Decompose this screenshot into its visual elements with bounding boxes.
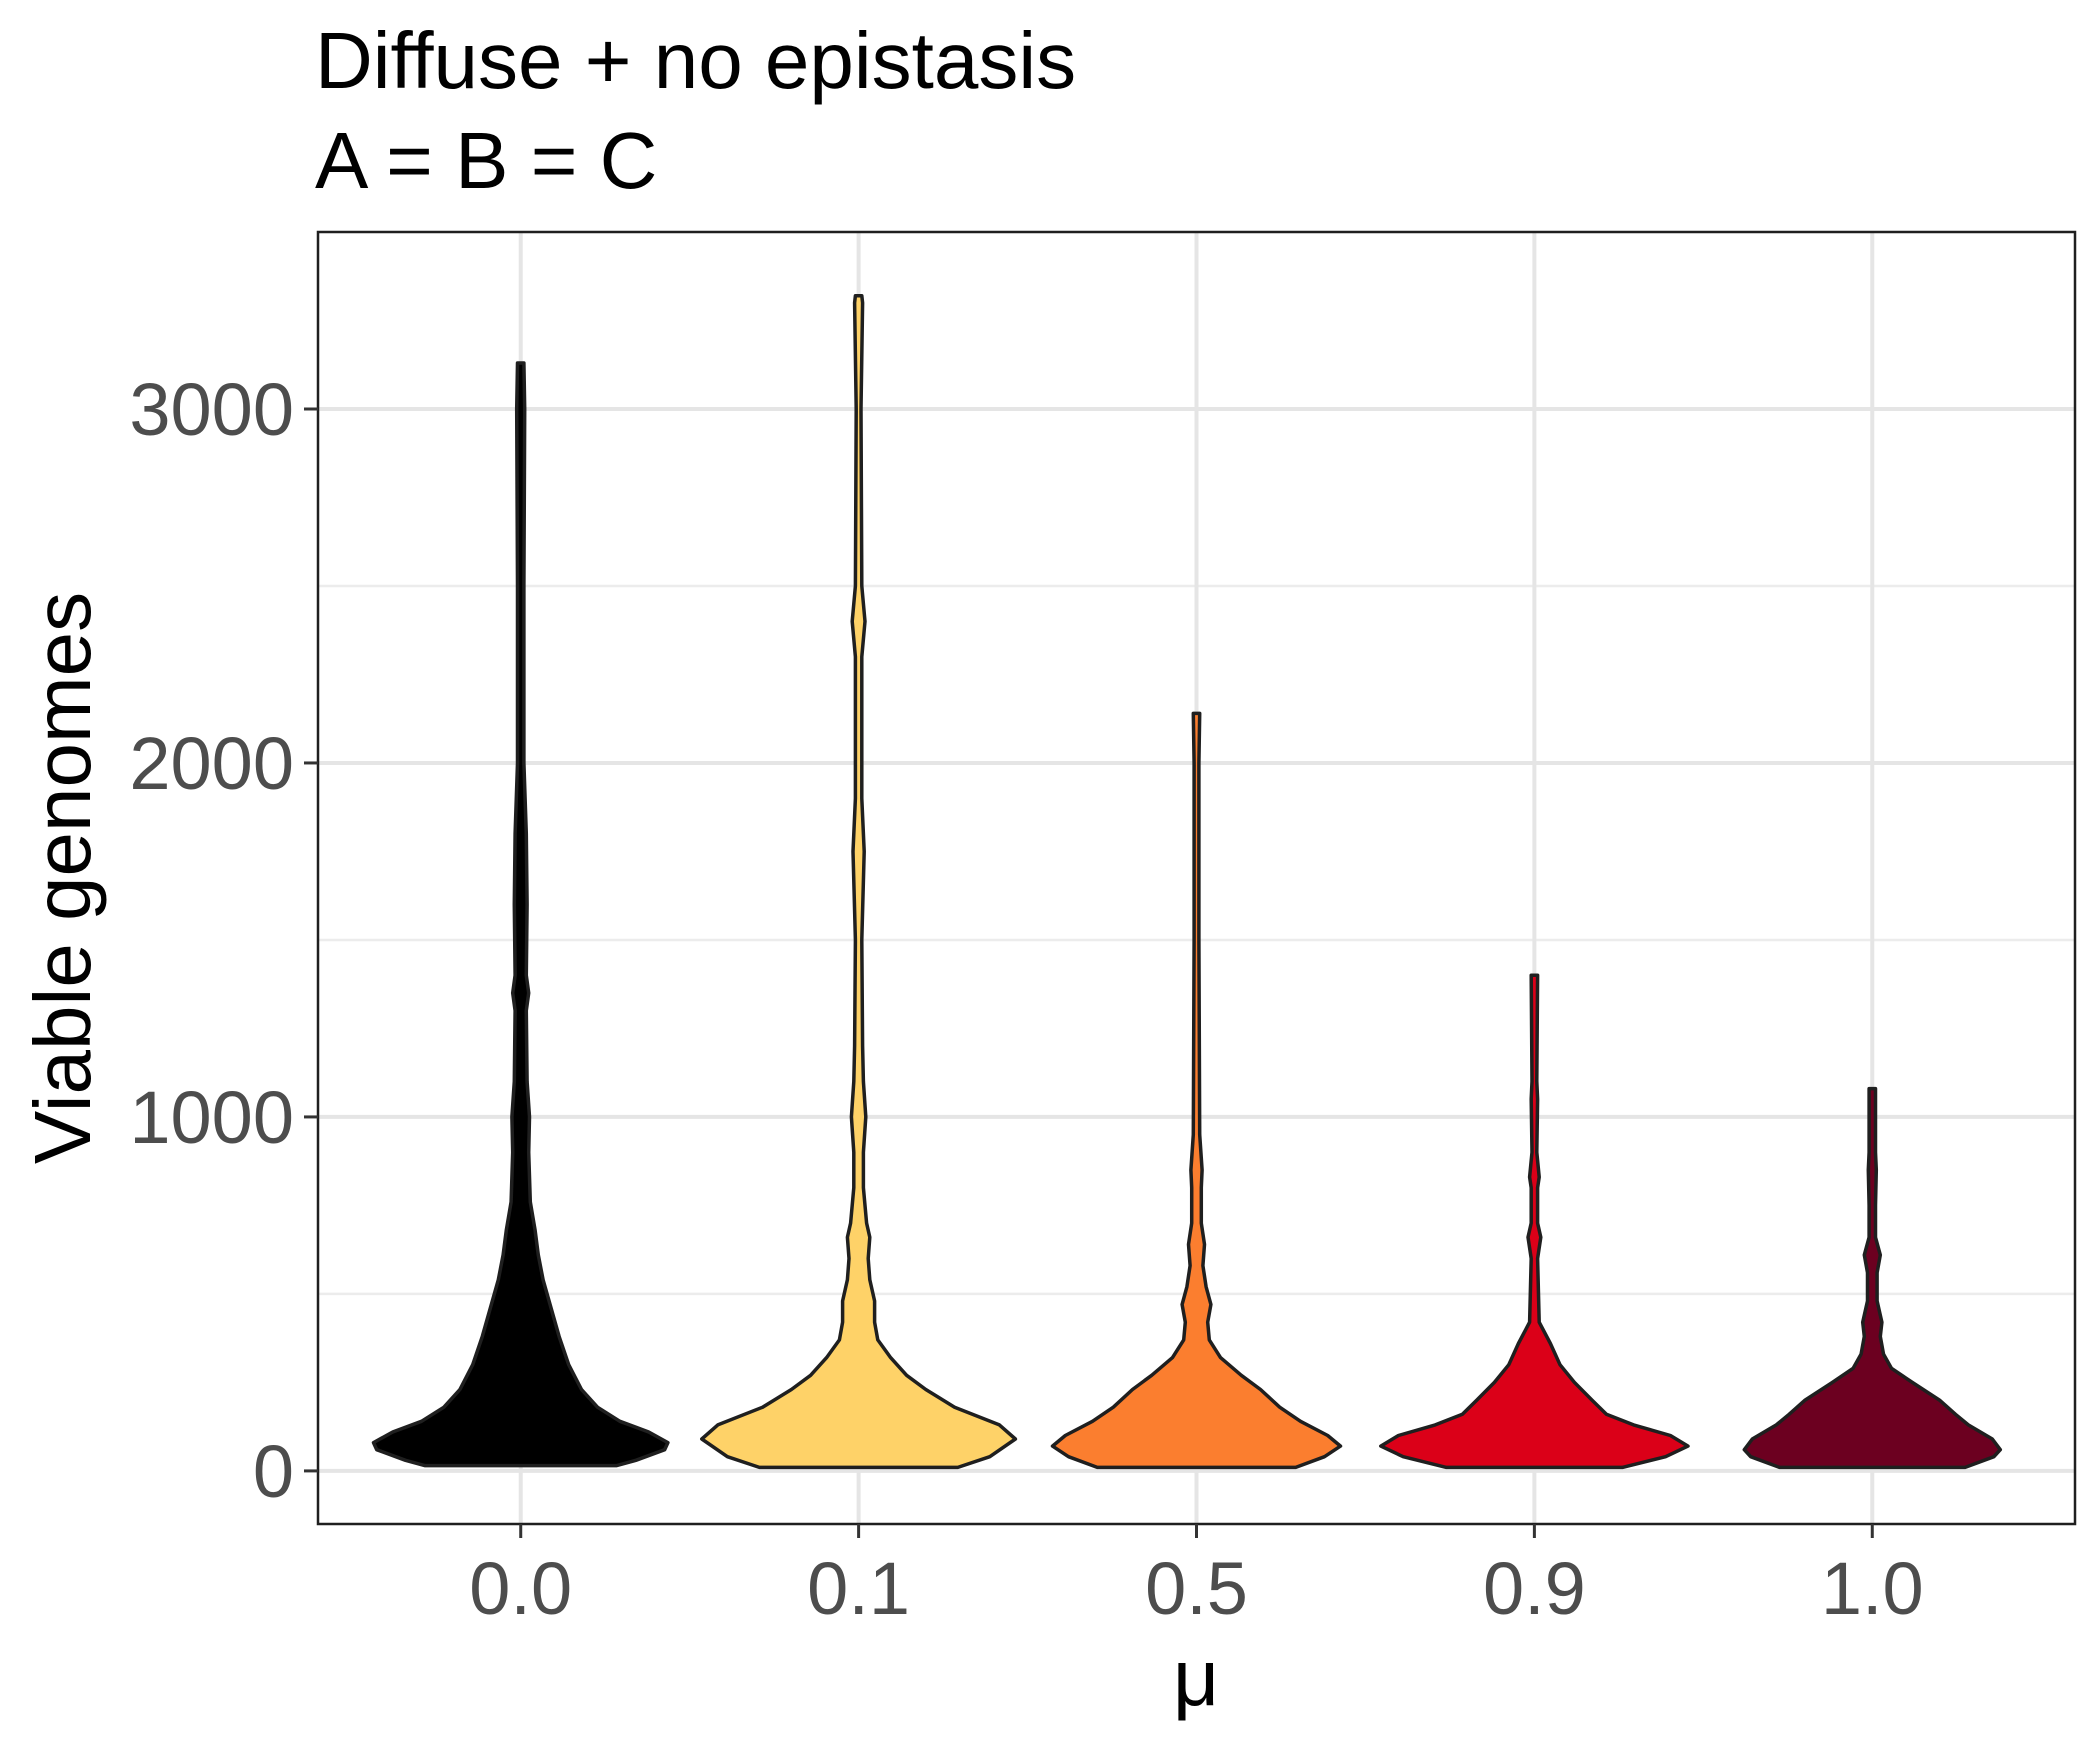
x-tick-label: 1.0 xyxy=(1821,1547,1924,1630)
y-tick-label: 1000 xyxy=(129,1076,294,1159)
y-tick-label: 3000 xyxy=(129,368,294,451)
x-tick-label: 0.1 xyxy=(807,1547,910,1630)
chart-subtitle: A = B = C xyxy=(315,116,657,205)
x-tick-label: 0.0 xyxy=(469,1547,572,1630)
x-axis-title: μ xyxy=(1173,1633,1219,1722)
y-tick-label: 0 xyxy=(253,1430,294,1513)
violin-plots xyxy=(371,293,2003,1470)
violin-0.0 xyxy=(371,361,670,1468)
y-axis-title: Viable genomes xyxy=(18,592,107,1164)
violin-0.1 xyxy=(700,293,1018,1470)
violin-0.5 xyxy=(1050,711,1343,1470)
axes: 0 1000 2000 3000 0.0 0.1 0.5 0.9 1.0 xyxy=(129,368,1923,1630)
chart-title: Diffuse + no epistasis xyxy=(315,16,1076,105)
x-tick-label: 0.9 xyxy=(1483,1547,1586,1630)
y-tick-label: 2000 xyxy=(129,722,294,805)
violin-1.0 xyxy=(1742,1086,2003,1470)
violin-0.9 xyxy=(1379,973,1690,1470)
x-tick-label: 0.5 xyxy=(1145,1547,1248,1630)
